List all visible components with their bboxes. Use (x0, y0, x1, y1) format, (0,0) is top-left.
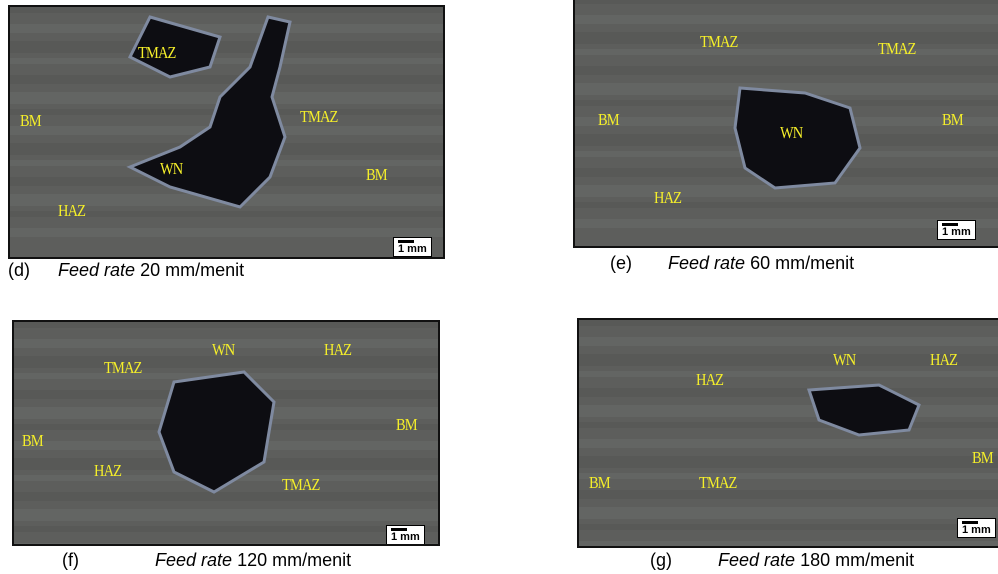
scale-bar: 1 mm (393, 237, 432, 257)
caption-letter: (d) (8, 260, 30, 281)
micrograph: WN HAZ HAZ BM BM TMAZ 1 mm (577, 318, 998, 548)
texture-band (579, 507, 998, 519)
caption: Feed rate 20 mm/menit (58, 260, 244, 281)
caption-italic: Feed rate (668, 253, 745, 273)
texture-band (579, 337, 998, 346)
caption: Feed rate 120 mm/menit (155, 550, 351, 571)
caption-italic: Feed rate (58, 260, 135, 280)
zone-label: TMAZ (700, 32, 738, 52)
texture-band (579, 371, 998, 377)
texture-band (14, 543, 440, 546)
scale-bar: 1 mm (937, 220, 976, 240)
scale-bar: 1 mm (386, 525, 425, 545)
caption: Feed rate 180 mm/menit (718, 550, 914, 571)
zone-label: HAZ (696, 370, 723, 390)
texture-band (579, 490, 998, 499)
caption-text: 120 mm/menit (237, 550, 351, 570)
caption-text: 60 mm/menit (750, 253, 854, 273)
scale-bar: 1 mm (957, 518, 996, 538)
texture-band (575, 15, 998, 24)
zone-label: WN (160, 159, 182, 179)
zone-label: TMAZ (138, 43, 176, 63)
texture-band (575, 49, 998, 55)
zone-label: BM (942, 110, 963, 130)
caption-letter: (e) (610, 253, 632, 274)
texture-band (14, 526, 440, 532)
texture-band (10, 228, 445, 237)
texture-band (575, 66, 998, 75)
texture-band (575, 202, 998, 208)
caption-italic: Feed rate (155, 550, 232, 570)
texture-band (579, 405, 998, 417)
texture-band (10, 7, 445, 13)
caption-letter: (g) (650, 550, 672, 571)
texture-band (10, 58, 445, 64)
zone-label: HAZ (58, 201, 85, 221)
zone-label: HAZ (930, 350, 957, 370)
zone-label: BM (598, 110, 619, 130)
caption: Feed rate 60 mm/menit (668, 253, 854, 274)
texture-band (579, 456, 998, 468)
zone-label: TMAZ (878, 39, 916, 59)
texture-band (579, 439, 998, 448)
zone-label: TMAZ (699, 473, 737, 493)
texture-band (579, 524, 998, 530)
texture-band (579, 320, 998, 326)
zone-label: WN (212, 340, 234, 360)
texture-band (575, 219, 998, 228)
texture-band (579, 422, 998, 428)
zone-label: WN (780, 123, 802, 143)
texture-band (575, 32, 998, 44)
texture-band (579, 541, 998, 548)
defect (159, 372, 274, 492)
zone-label: TMAZ (104, 358, 142, 378)
zone-label: TMAZ (282, 475, 320, 495)
texture (10, 7, 445, 259)
caption-italic: Feed rate (718, 550, 795, 570)
micrograph: WN HAZ TMAZ BM BM HAZ TMAZ 1 mm (12, 320, 440, 546)
zone-label: HAZ (654, 188, 681, 208)
page: {"panels": [ {"caption": {"letter": "(d)… (0, 0, 998, 574)
micrograph: TMAZ TMAZ BM WN BM HAZ 1 mm (573, 0, 998, 248)
caption-text: 180 mm/menit (800, 550, 914, 570)
zone-label: TMAZ (300, 107, 338, 127)
zone-label: WN (833, 350, 855, 370)
zone-label: BM (20, 111, 41, 131)
texture-band (10, 24, 445, 33)
texture-band (14, 509, 440, 521)
caption-text: 20 mm/menit (140, 260, 244, 280)
caption-letter: (f) (62, 550, 79, 571)
texture-band (14, 492, 440, 501)
zone-label: HAZ (324, 340, 351, 360)
texture-band (575, 0, 998, 4)
zone-label: BM (589, 473, 610, 493)
zone-label: BM (396, 415, 417, 435)
zone-label: BM (22, 431, 43, 451)
texture-band (10, 75, 445, 84)
zone-label: BM (972, 448, 993, 468)
texture-band (579, 473, 998, 479)
texture-band (10, 41, 445, 53)
texture-band (579, 388, 998, 397)
texture-band (14, 322, 440, 328)
zone-label: HAZ (94, 461, 121, 481)
zone-label: BM (366, 165, 387, 185)
micrograph: TMAZ BM TMAZ WN BM HAZ 1 mm (8, 5, 445, 259)
